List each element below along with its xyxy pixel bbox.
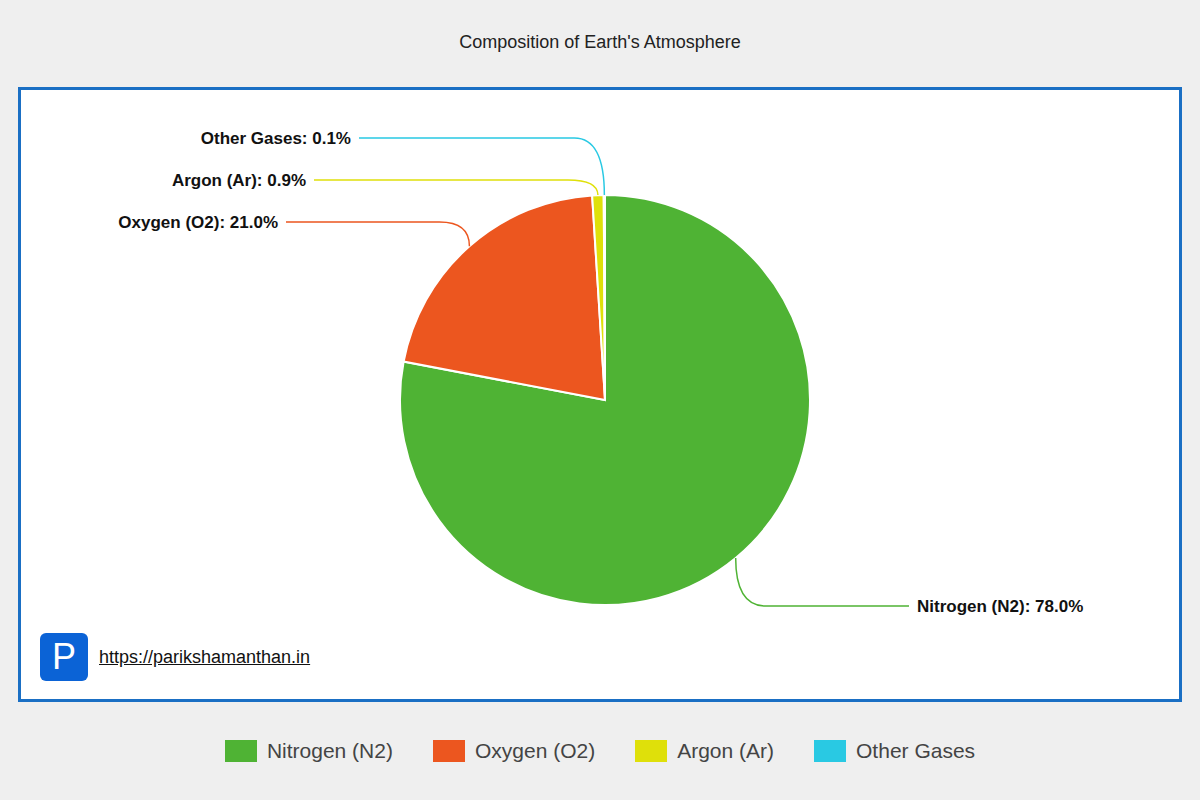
svg-text:Oxygen (O2): 21.0%: Oxygen (O2): 21.0% (118, 213, 278, 232)
html-text:Composition of Earth's Atmosph: Composition of Earth's Atmosphere (459, 32, 741, 52)
svg-text:Other Gases: 0.1%: Other Gases: 0.1% (201, 129, 351, 148)
svg-text:Argon (Ar): 0.9%: Argon (Ar): 0.9% (172, 171, 306, 190)
html-text:Nitrogen (N2): Nitrogen (N2) (266, 739, 393, 762)
html-text:Other Gases: Other Gases (856, 739, 976, 762)
html-text:P: P (52, 636, 76, 677)
svg-text:Nitrogen (N2): 78.0%: Nitrogen (N2): 78.0% (917, 597, 1083, 616)
html-text:Oxygen (O2): Oxygen (O2) (475, 739, 596, 762)
html-text:Argon (Ar): Argon (Ar) (677, 739, 774, 762)
html-text:https://parikshamanthan.in: https://parikshamanthan.in (99, 647, 311, 667)
